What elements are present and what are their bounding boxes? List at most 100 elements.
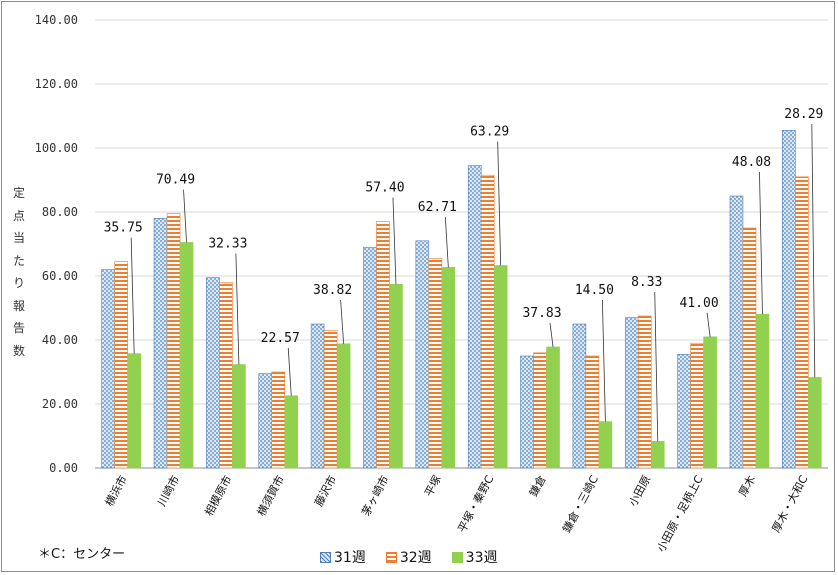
bar-3 <box>232 364 246 469</box>
category-label: 横浜市 <box>102 473 130 509</box>
y-axis-ticks: 0.00 20.00 40.00 60.00 80.00 100.00 120.00 140.… <box>35 13 78 475</box>
y-tick-label: 0.00 <box>49 461 78 475</box>
data-label: 32.33 <box>208 237 247 252</box>
legend-item-32: 32週 <box>385 547 432 567</box>
y-tick-label: 80.00 <box>42 205 78 219</box>
category-label: 厚木・大和C <box>769 473 811 535</box>
category-label: 平塚・秦野C <box>455 473 497 535</box>
category-label: 相模原市 <box>202 473 235 518</box>
data-label: 22.57 <box>261 331 300 346</box>
category-label: 茅ヶ崎市 <box>359 473 392 518</box>
leader-line <box>654 291 659 442</box>
leader-line <box>759 171 763 315</box>
legend-swatch-33 <box>451 551 463 563</box>
leader-line <box>549 322 554 347</box>
leader-line <box>287 347 292 396</box>
bar-3 <box>650 441 665 469</box>
footnote: ＊C：センター <box>38 547 126 562</box>
y-tick-label: 60.00 <box>42 269 78 283</box>
leader-line <box>706 312 711 337</box>
data-label: 57.40 <box>365 181 404 196</box>
category-label: 小田原 <box>626 473 653 508</box>
bar-2 <box>533 352 547 469</box>
leader-line <box>392 197 397 285</box>
category-label: 藤沢市 <box>311 473 339 509</box>
leader-line <box>183 189 187 243</box>
bar-3 <box>179 242 194 469</box>
legend-label-33: 33週 <box>465 550 498 566</box>
data-label: 41.00 <box>680 296 719 311</box>
y-tick-label: 100.00 <box>35 141 78 155</box>
bar-3 <box>546 346 560 469</box>
bars <box>101 130 822 469</box>
bar-2 <box>323 330 338 469</box>
bar-1 <box>363 246 377 469</box>
legend-label-31: 31週 <box>334 550 366 566</box>
data-label: 48.08 <box>732 155 771 170</box>
y-tick-label: 120.00 <box>35 77 78 91</box>
y-tick-label: 40.00 <box>42 333 78 347</box>
data-label: 28.29 <box>784 107 823 122</box>
bar-2 <box>428 258 443 469</box>
category-label: 鎌倉 <box>526 473 549 499</box>
category-labels: 横浜市 川崎市 相模原市 横須賀市 藤沢市 茅ヶ崎市 平塚 平塚・秦野C 鎌倉 鎌倉・三崎C 小田原… <box>102 473 811 555</box>
data-label: 35.75 <box>104 221 143 236</box>
bar-1 <box>101 269 115 469</box>
bar-3 <box>127 353 141 469</box>
legend-swatch-32 <box>385 551 397 563</box>
data-label: 38.82 <box>313 283 352 298</box>
leader-line <box>811 123 816 378</box>
bar-2 <box>166 213 181 469</box>
legend-label-32: 32週 <box>399 550 432 566</box>
bar-1 <box>415 240 430 469</box>
data-label: 14.50 <box>575 283 614 298</box>
legend: 31週 32週 33週 <box>320 547 497 567</box>
bar-2 <box>114 261 128 469</box>
y-tick-label: 140.00 <box>35 13 78 27</box>
category-label: 川崎市 <box>154 473 182 509</box>
leader-line <box>235 253 240 365</box>
legend-item-33: 33週 <box>451 547 498 567</box>
data-label: 63.29 <box>470 125 509 140</box>
data-label: 70.49 <box>156 173 195 188</box>
bar-3 <box>493 265 508 469</box>
bar-1 <box>677 354 691 469</box>
leader-line <box>130 237 135 354</box>
bar-3 <box>336 343 351 469</box>
bar-1 <box>729 195 744 469</box>
gridlines <box>95 19 828 469</box>
data-label: 8.33 <box>631 275 662 290</box>
bar-2 <box>480 174 495 469</box>
bar-2 <box>219 282 233 469</box>
bar-2 <box>585 355 600 469</box>
bar-1 <box>782 130 796 469</box>
category-label: 横須賀市 <box>254 473 287 518</box>
leader-line <box>340 299 345 344</box>
data-label: 37.83 <box>522 306 561 321</box>
bar-3 <box>703 336 717 469</box>
legend-swatch-31 <box>320 551 331 563</box>
legend-item-31: 31週 <box>320 547 366 567</box>
data-label: 62.71 <box>418 200 457 215</box>
bar-3 <box>441 267 456 469</box>
bar-2 <box>637 315 652 469</box>
category-label: 鎌倉・三崎C <box>559 473 601 535</box>
bar-2 <box>795 176 809 469</box>
bar-1 <box>310 323 325 469</box>
bar-3 <box>598 421 613 469</box>
bar-3 <box>284 395 299 469</box>
bar-3 <box>808 377 822 469</box>
bar-1 <box>467 165 482 469</box>
y-tick-label: 20.00 <box>42 397 78 411</box>
bar-1 <box>572 323 587 469</box>
leader-line <box>497 141 502 266</box>
bar-2 <box>742 227 757 469</box>
bar-1 <box>258 373 273 469</box>
bar-2 <box>271 371 286 469</box>
bar-2 <box>376 221 390 469</box>
bar-3 <box>389 284 403 469</box>
bar-1 <box>206 277 220 469</box>
y-axis-title: 定点当たり報告数 <box>12 186 25 358</box>
leader-line <box>601 299 606 422</box>
